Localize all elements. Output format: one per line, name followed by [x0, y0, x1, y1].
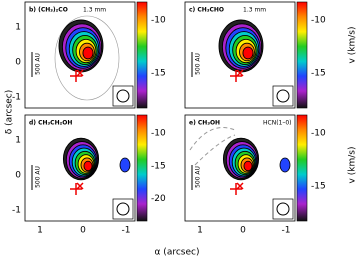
- panel: 500 AU e) CH₃OH HCN(1–0) -10 -15 1 0 -1: [184, 114, 326, 236]
- red-cross: [70, 182, 84, 195]
- colorbar: [296, 1, 308, 109]
- panel-label: c) CH₃CHO: [189, 7, 224, 14]
- panel: 500 AU d) CH₃CH₂OH -10 -15 -20 1 0 -1 1 0 -1: [12, 114, 166, 236]
- x-tick-label: 0: [240, 226, 246, 236]
- colorbar: [296, 114, 308, 222]
- colorbar-tick-label: -10: [311, 16, 326, 26]
- colorbar-label: v (km/s): [348, 27, 358, 64]
- colorbar-tick-label: -15: [151, 69, 166, 79]
- secondary-blob: [279, 157, 291, 173]
- colorbar: [136, 114, 148, 222]
- scale-bar-label: 500 AU: [35, 166, 42, 188]
- colorbar-label: v (km/s): [348, 147, 358, 184]
- panel: 500 AU b) (CH₃)₂CO 1.3 mm -10 -15 1 0 -1: [12, 1, 166, 109]
- panel-label: b) (CH₃)₂CO: [29, 7, 68, 14]
- velocity-map: [243, 160, 253, 172]
- x-tick-label: -1: [122, 226, 131, 236]
- band-label: 1.3 mm: [243, 7, 266, 14]
- red-cross: [230, 69, 244, 82]
- hcn-contour: [194, 134, 236, 166]
- y-tick-label: 0: [15, 58, 21, 68]
- x-tick-label: 1: [37, 226, 43, 236]
- panel-label: e) CH₃OH: [189, 120, 220, 127]
- y-tick-label: 1: [15, 136, 21, 146]
- y-tick-label: 0: [15, 171, 21, 181]
- x-tick-label: -1: [282, 226, 291, 236]
- colorbar-tick-label: -10: [311, 129, 326, 139]
- y-tick-label: 1: [15, 23, 21, 33]
- y-axis-label: δ (arcsec): [5, 90, 15, 135]
- velocity-map: [83, 160, 93, 172]
- y-tick-label: -1: [12, 206, 21, 216]
- beam: [116, 89, 130, 103]
- scale-bar-label: 500 AU: [195, 166, 202, 188]
- secondary-blob: [119, 157, 131, 173]
- note-label: HCN(1–0): [263, 120, 292, 127]
- beam: [276, 89, 290, 103]
- red-cross: [70, 69, 84, 82]
- x-tick-label: 0: [80, 226, 86, 236]
- scale-bar-label: 500 AU: [195, 53, 202, 75]
- colorbar-tick-label: -10: [151, 16, 166, 26]
- band-label: 1.3 mm: [83, 7, 106, 14]
- beam-box: [112, 198, 134, 220]
- colorbar-tick-label: -15: [311, 69, 326, 79]
- faint-contour: [54, 15, 120, 101]
- x-axis-label: α (arcsec): [155, 248, 200, 258]
- colorbar-tick-label: -15: [151, 161, 166, 171]
- velocity-map: [242, 46, 254, 60]
- colorbar: [136, 1, 148, 109]
- panel-label: d) CH₃CH₂OH: [29, 120, 72, 127]
- hcn-contour: [189, 127, 236, 151]
- beam-box: [272, 198, 294, 220]
- colorbar-tick-label: -10: [151, 129, 166, 139]
- x-tick-label: 1: [197, 226, 203, 236]
- colorbar-tick-label: -20: [151, 194, 166, 204]
- red-cross: [230, 182, 244, 195]
- scale-bar-label: 500 AU: [35, 53, 42, 75]
- colorbar-tick-label: -15: [311, 182, 326, 192]
- beam-box: [272, 85, 294, 107]
- beam: [116, 202, 130, 216]
- panel: 500 AU c) CH₃CHO 1.3 mm -10 -15: [184, 1, 326, 109]
- beam: [276, 202, 290, 216]
- y-tick-label: -1: [12, 93, 21, 103]
- beam-box: [112, 85, 134, 107]
- velocity-map: [82, 46, 94, 60]
